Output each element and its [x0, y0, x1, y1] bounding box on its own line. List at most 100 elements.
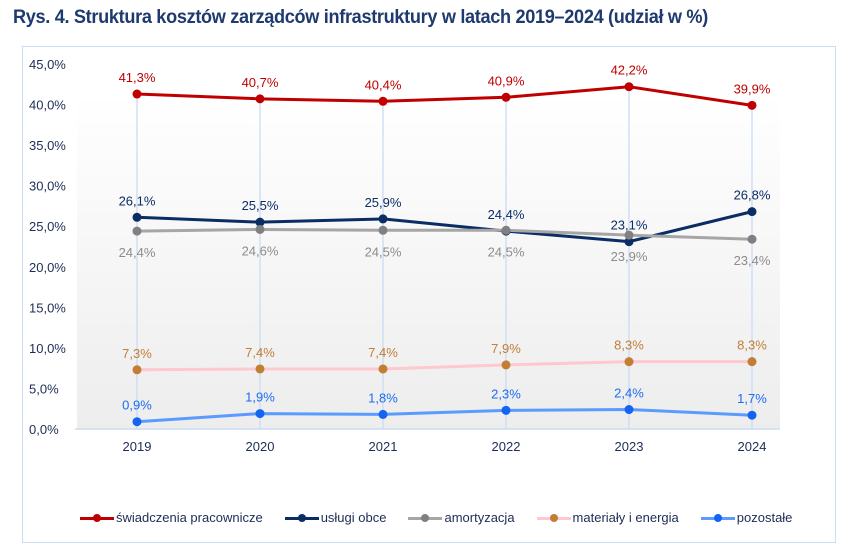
- data-point: [132, 212, 142, 222]
- y-axis: 0,0% 5,0% 10,0% 15,0% 20,0% 25,0% 30,0% 35,0% 40…: [29, 57, 66, 437]
- data-label: 7,9%: [491, 341, 521, 356]
- series-line: [135, 408, 754, 424]
- data-label: 1,7%: [737, 391, 767, 406]
- series-line: [135, 360, 754, 372]
- data-label: 25,9%: [365, 195, 402, 210]
- legend-item: usługi obce: [284, 510, 387, 525]
- legend-item: amortyzacja: [408, 510, 515, 525]
- data-point: [624, 82, 634, 92]
- y-tick-label: 40,0%: [29, 98, 66, 113]
- series-lines: [135, 85, 754, 424]
- data-point: [747, 357, 757, 367]
- data-labels: 41,3% 40,7% 40,4% 40,9% 42,2% 39,9% 26,1% 25,5%…: [119, 63, 771, 413]
- data-point: [501, 405, 511, 415]
- data-point: [747, 207, 757, 217]
- data-point: [378, 364, 388, 374]
- data-point: [132, 226, 142, 236]
- data-label: 26,1%: [119, 193, 156, 208]
- data-point: [378, 225, 388, 235]
- x-tick-label: 2023: [615, 439, 644, 454]
- data-point: [624, 237, 634, 247]
- data-point: [747, 410, 757, 420]
- data-label: 24,5%: [365, 244, 402, 259]
- data-point: [132, 365, 142, 375]
- data-label: 24,5%: [488, 244, 525, 259]
- y-tick-label: 30,0%: [29, 179, 66, 194]
- legend-item: pozostałe: [700, 510, 793, 525]
- data-label: 2,4%: [614, 386, 644, 401]
- data-label: 7,4%: [368, 345, 398, 360]
- data-point: [624, 405, 634, 415]
- data-point: [624, 230, 634, 240]
- data-label: 39,9%: [734, 81, 771, 96]
- legend-swatch: [408, 513, 443, 523]
- data-point: [747, 100, 757, 110]
- y-tick-label: 35,0%: [29, 138, 66, 153]
- data-label: 23,1%: [611, 218, 648, 233]
- x-axis: 2019 2020 2021 2022 2023 2024: [123, 439, 767, 454]
- legend-swatch: [536, 513, 571, 523]
- data-point: [132, 417, 142, 427]
- data-label: 24,4%: [119, 245, 156, 260]
- data-point: [378, 409, 388, 419]
- y-tick-label: 0,0%: [29, 422, 59, 437]
- chart-title: Rys. 4. Struktura kosztów zarządców infr…: [13, 6, 708, 28]
- legend-swatch: [284, 513, 319, 523]
- series-line: [135, 227, 754, 241]
- data-label: 24,4%: [488, 207, 525, 222]
- y-tick-label: 5,0%: [29, 381, 59, 396]
- legend-item: świadczenia pracownicze: [80, 510, 263, 525]
- data-label: 40,9%: [488, 73, 525, 88]
- data-point: [501, 225, 511, 235]
- legend-label: pozostałe: [736, 510, 793, 525]
- data-point: [378, 214, 388, 224]
- data-point: [132, 89, 142, 99]
- data-label: 23,9%: [611, 249, 648, 264]
- legend-item: materiały i energia: [536, 510, 679, 525]
- data-point: [501, 360, 511, 370]
- data-point: [378, 96, 388, 106]
- data-point: [501, 92, 511, 102]
- data-point: [255, 217, 265, 227]
- data-label: 23,4%: [734, 253, 771, 268]
- x-tick-label: 2021: [369, 439, 398, 454]
- data-point: [255, 409, 265, 419]
- y-tick-label: 45,0%: [29, 57, 66, 72]
- x-tick-label: 2022: [492, 439, 521, 454]
- x-tick-label: 2024: [738, 439, 767, 454]
- data-point: [624, 357, 634, 367]
- legend-swatch: [80, 513, 114, 523]
- y-tick-label: 10,0%: [29, 341, 66, 356]
- data-label: 25,5%: [242, 198, 279, 213]
- data-label: 1,8%: [368, 390, 398, 405]
- data-label: 8,3%: [614, 338, 644, 353]
- legend-label: amortyzacja: [444, 510, 515, 525]
- y-tick-label: 15,0%: [29, 300, 66, 315]
- data-label: 40,7%: [242, 75, 279, 90]
- data-label: 7,3%: [122, 346, 152, 361]
- data-label: 24,6%: [242, 243, 279, 258]
- series-line: [135, 85, 754, 107]
- x-tick-label: 2019: [123, 439, 152, 454]
- data-point: [255, 364, 265, 374]
- data-label: 41,3%: [119, 70, 156, 85]
- data-label: 8,3%: [737, 338, 767, 353]
- data-label: 1,9%: [245, 390, 275, 405]
- legend-label: usługi obce: [320, 510, 387, 525]
- legend: świadczenia pracownicze usługi obce amorty…: [80, 510, 814, 525]
- legend-label: świadczenia pracownicze: [116, 510, 263, 525]
- chart-frame: [22, 46, 836, 543]
- data-point: [255, 224, 265, 234]
- plot-area: [77, 94, 780, 429]
- data-label: 40,4%: [365, 77, 402, 92]
- series-markers: [132, 82, 757, 427]
- x-tick-label: 2020: [246, 439, 275, 454]
- data-label: 2,3%: [491, 386, 521, 401]
- data-point: [255, 94, 265, 104]
- y-tick-label: 25,0%: [29, 219, 66, 234]
- data-label: 7,4%: [245, 345, 275, 360]
- y-tick-label: 20,0%: [29, 260, 66, 275]
- data-label: 26,8%: [734, 188, 771, 203]
- data-label: 42,2%: [611, 63, 648, 78]
